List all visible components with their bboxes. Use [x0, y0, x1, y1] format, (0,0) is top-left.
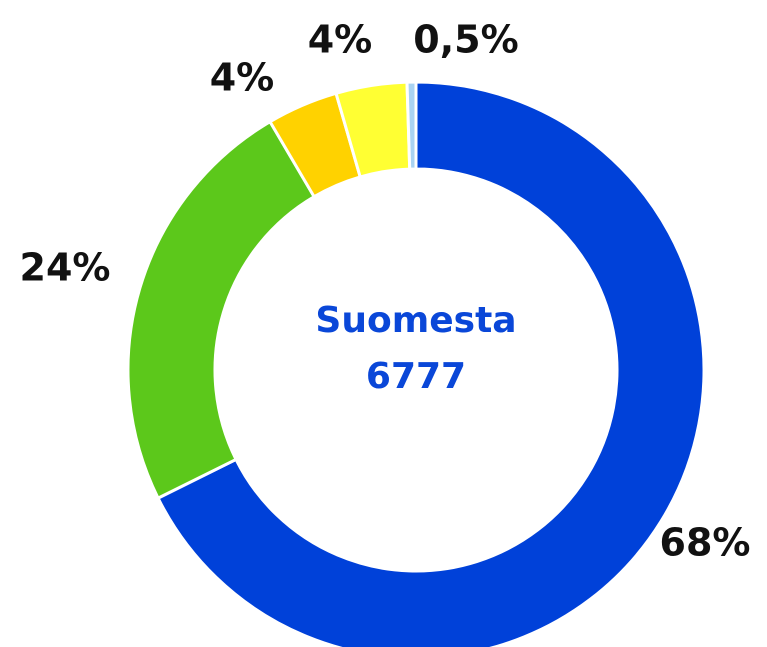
donut-segment: [126, 119, 317, 501]
data-label: 4%: [308, 18, 373, 62]
donut-segment: [405, 80, 418, 171]
donut-segment: [156, 80, 706, 647]
center-total: 6777: [366, 356, 466, 397]
center-label: Suomesta: [315, 300, 516, 341]
data-label: 24%: [20, 246, 111, 290]
donut: [126, 80, 706, 647]
data-label: 68%: [660, 521, 751, 565]
data-label: 0,5%: [413, 18, 518, 62]
data-label: 4%: [210, 56, 275, 100]
